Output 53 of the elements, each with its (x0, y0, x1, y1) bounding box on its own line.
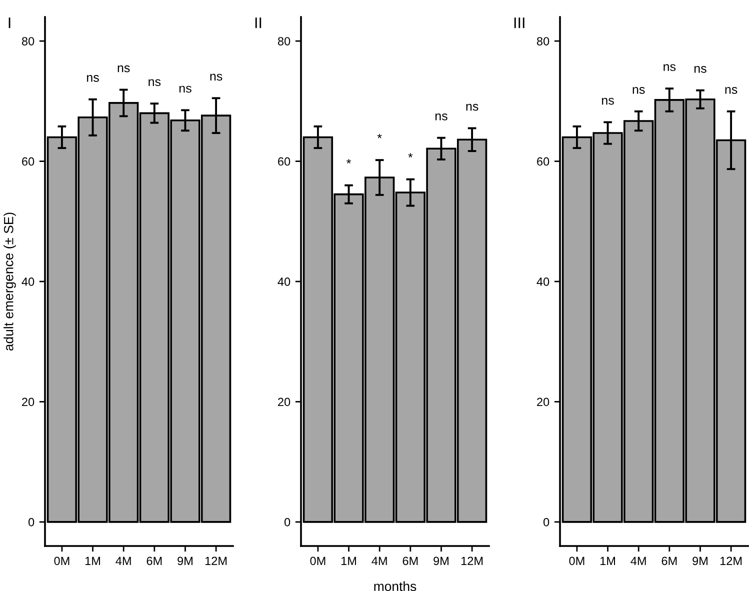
y-tick-label: 40 (22, 278, 34, 286)
y-tick-label: 80 (22, 37, 34, 46)
annotation: ns (435, 113, 448, 120)
annotation: ns (210, 74, 222, 81)
y-tick-label: 20 (278, 398, 290, 406)
x-tick-label: 9M (178, 556, 192, 566)
y-tick-label: 60 (22, 157, 34, 166)
x-tick-label: 12M (720, 556, 742, 565)
x-tick-label: 6M (402, 556, 418, 566)
y-tick-label: 80 (278, 37, 290, 46)
y-tick-label: 60 (278, 157, 290, 166)
annotation: ns (632, 87, 645, 94)
y-tick-label: 40 (278, 278, 290, 286)
x-tick-label: 4M (630, 556, 646, 565)
y-tick-label: 0 (28, 518, 34, 526)
x-tick-label: 4M (116, 556, 131, 565)
annotation: ns (602, 98, 614, 105)
annotation: ns (725, 87, 738, 94)
x-tick-label: 6M (146, 556, 162, 566)
x-tick-label: 12M (461, 556, 483, 565)
chart-title: I (8, 18, 10, 28)
x-tick-label: 1M (341, 556, 356, 565)
x-axis-title: months (374, 581, 416, 591)
annotation: ns (466, 104, 478, 111)
annotation: ns (664, 64, 676, 72)
y-axis-title: adult emergence (± SE) (4, 212, 16, 351)
x-tick-label: 0M (569, 556, 584, 566)
y-tick-label: 80 (536, 37, 550, 46)
annotation: ns (87, 75, 99, 82)
x-tick-label: 12M (205, 556, 227, 565)
x-tick-label: 9M (434, 556, 448, 566)
annotation: * (408, 153, 413, 158)
annotation: ns (118, 65, 130, 72)
annotation: * (377, 134, 382, 138)
x-tick-label: 0M (310, 556, 326, 566)
x-tick-label: 6M (662, 556, 677, 566)
y-tick-label: 20 (22, 398, 34, 406)
annotation: * (346, 159, 352, 164)
x-tick-label: 9M (692, 556, 708, 566)
y-tick-label: 0 (284, 518, 290, 526)
x-tick-label: 1M (85, 556, 100, 565)
chart-title: III (514, 18, 524, 28)
chart-title: II (255, 18, 262, 28)
y-tick-label: 20 (537, 398, 550, 406)
y-tick-label: 0 (543, 518, 550, 526)
x-tick-label: 1M (600, 556, 615, 565)
annotation: ns (148, 79, 161, 86)
annotation: ns (179, 86, 192, 93)
annotation: ns (694, 66, 706, 73)
x-tick-label: 0M (54, 556, 70, 566)
y-tick-label: 40 (536, 278, 550, 286)
y-tick-label: 60 (537, 157, 550, 166)
x-tick-label: 4M (372, 556, 387, 565)
